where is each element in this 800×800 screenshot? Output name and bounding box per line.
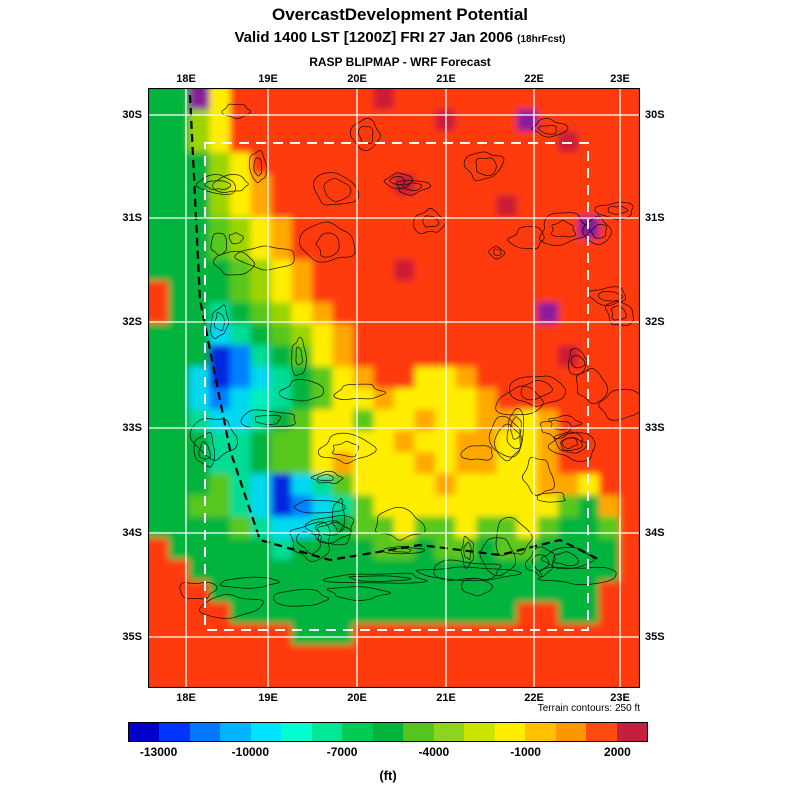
colorbar-segment	[494, 723, 526, 741]
colorbar-segment	[220, 723, 251, 741]
lat-label-left: 35S	[122, 631, 142, 643]
lon-label-top: 23E	[610, 73, 630, 85]
colorbar-tick-label: -10000	[231, 745, 270, 759]
lat-label-right: 31S	[645, 212, 665, 224]
colorbar-segment	[342, 723, 373, 741]
lat-label-right: 35S	[645, 631, 665, 643]
colorbar-segment	[159, 723, 190, 741]
colorbar-segment	[250, 723, 282, 741]
colorbar-unit-label: (ft)	[379, 768, 397, 783]
lat-label-right: 34S	[645, 527, 665, 539]
colorbar-labels: -13000 -10000 -7000 -4000 -1000 2000	[128, 745, 648, 760]
lat-label-left: 34S	[122, 527, 142, 539]
lon-label-bottom: 19E	[258, 692, 278, 704]
lat-label-left: 31S	[122, 212, 142, 224]
lon-label-top: 19E	[258, 73, 278, 85]
colorbar-segment	[555, 723, 587, 741]
lat-label-right: 30S	[645, 109, 665, 121]
colorbar-tick-label: 2000	[604, 745, 631, 759]
lon-label-bottom: 23E	[610, 692, 630, 704]
lon-label-top: 21E	[436, 73, 456, 85]
colorbar-segment	[372, 723, 404, 741]
colorbar-tick-label: -13000	[139, 745, 178, 759]
colorbar-tick-label: -1000	[510, 745, 541, 759]
colorbar	[128, 722, 648, 742]
lat-label-right: 32S	[645, 316, 665, 328]
lat-label-right: 33S	[645, 422, 665, 434]
lat-label-left: 33S	[122, 422, 142, 434]
lon-label-bottom: 20E	[347, 692, 367, 704]
colorbar-segment	[525, 723, 556, 741]
lon-label-top: 18E	[176, 73, 196, 85]
model-line: RASP BLIPMAP - WRF Forecast	[309, 55, 491, 69]
colorbar-segment	[311, 723, 343, 741]
lat-label-left: 30S	[122, 109, 142, 121]
lon-label-bottom: 21E	[436, 692, 456, 704]
valid-time-text: Valid 1400 LST [1200Z] FRI 27 Jan 2006	[234, 29, 513, 46]
valid-time-line: Valid 1400 LST [1200Z] FRI 27 Jan 2006 (…	[0, 29, 800, 46]
lon-label-top: 20E	[347, 73, 367, 85]
colorbar-tick-label: -4000	[418, 745, 450, 759]
lat-label-left: 32S	[122, 316, 142, 328]
colorbar-tick-label: -7000	[326, 745, 358, 759]
lon-label-top: 22E	[524, 73, 544, 85]
colorbar-segment	[433, 723, 465, 741]
colorbar-segment	[403, 723, 434, 741]
colorbar-segment	[281, 723, 312, 741]
terrain-note: Terrain contours: 250 ft	[537, 703, 640, 714]
colorbar-segment	[616, 723, 647, 741]
colorbar-segment	[129, 723, 160, 741]
colorbar-segment	[189, 723, 221, 741]
forecast-map	[147, 87, 641, 689]
colorbar-segment	[586, 723, 617, 741]
colorbar-segment	[464, 723, 495, 741]
lon-label-bottom: 18E	[176, 692, 196, 704]
forecast-hour-suffix: (18hrFcst)	[517, 34, 566, 45]
map-canvas	[147, 87, 641, 689]
page-title: OvercastDevelopment Potential	[271, 5, 529, 24]
lon-label-bottom: 22E	[524, 692, 544, 704]
